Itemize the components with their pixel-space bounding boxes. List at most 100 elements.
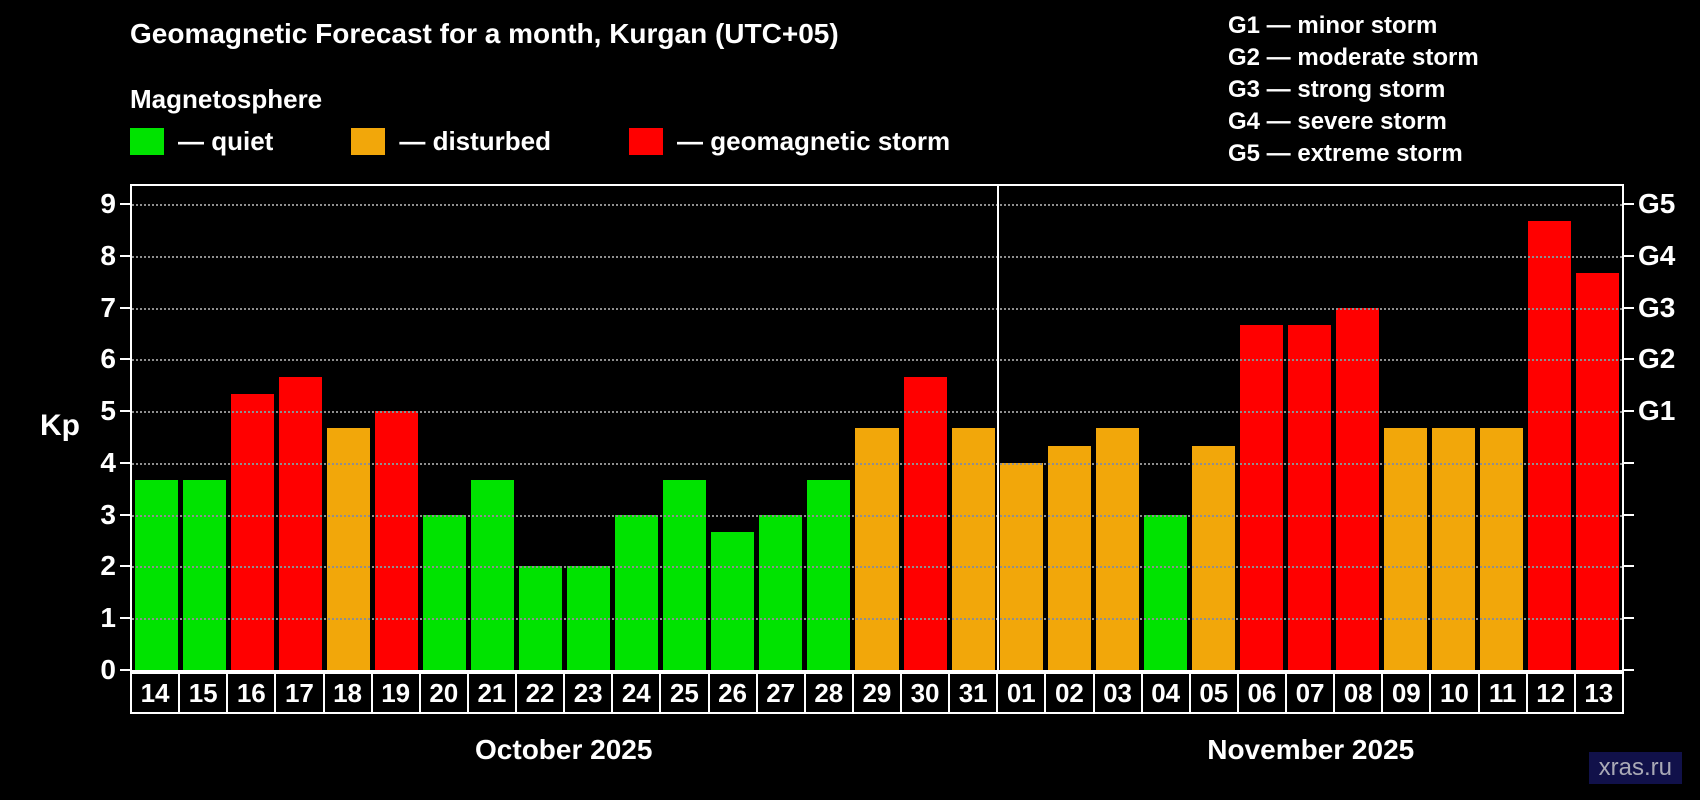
storm-scale-legend: G1 — minor storm G2 — moderate storm G3 — … [1228,10,1479,170]
date-cell: 07 [1285,672,1336,714]
right-tick-8 [1624,254,1634,257]
date-cell: 23 [563,672,614,714]
date-cell: 08 [1333,672,1384,714]
bar-slot-23 [565,186,613,670]
kp-bar [278,376,322,670]
date-cell: 10 [1429,672,1480,714]
kp-bar [1480,428,1524,670]
date-cell: 04 [1140,672,1191,714]
kp-bar [1288,324,1332,670]
right-tick-0 [1624,669,1634,671]
kp-bar [1336,307,1380,670]
bar-slot-04 [1141,186,1189,670]
month-separator-line [997,186,1000,670]
month-labels: October 2025 November 2025 [130,734,1624,766]
date-cell: 24 [611,672,662,714]
left-tick-6 [120,358,130,361]
legend-item-storm: — geomagnetic storm [629,126,950,157]
gridline-7 [132,307,1622,310]
left-tick-1 [120,617,130,620]
bar-slot-07 [1286,186,1334,670]
kp-bar [903,376,947,670]
left-tick-3 [120,513,130,516]
date-cell: 12 [1525,672,1576,714]
kp-bar [134,480,178,670]
right-axis-label-g5: G5 [1638,188,1676,220]
date-axis: 14 15 16 17 18 19 20 21 22 23 24 25 26 27 28 29 30 31 01 02… [130,672,1624,714]
storm-scale-line-g4: G4 — severe storm [1228,108,1447,135]
gridline-1 [132,618,1622,621]
left-tick-0 [120,669,130,671]
bar-slot-31 [949,186,997,670]
bar-slot-16 [228,186,276,670]
legend-item-disturbed: — disturbed [351,126,551,157]
kp-bar [1528,221,1572,670]
legend-label-disturbed: — disturbed [399,126,552,156]
bar-slot-28 [805,186,853,670]
bar-slot-10 [1430,186,1478,670]
y-tick-label-7: 7 [100,291,116,323]
magnetosphere-label: Magnetosphere [130,84,323,114]
gridline-5 [132,411,1622,414]
right-tick-7 [1624,306,1634,309]
date-cell: 21 [466,672,517,714]
date-cell: 16 [226,672,277,714]
gridline-2 [132,566,1622,569]
right-tick-5 [1624,410,1634,413]
bar-slot-03 [1093,186,1141,670]
date-cell: 19 [370,672,421,714]
kp-bar [1095,428,1139,670]
date-cell: 18 [322,672,373,714]
bar-slot-09 [1382,186,1430,670]
gridline-8 [132,255,1622,258]
date-cell: 02 [1044,672,1095,714]
kp-bar [663,480,707,670]
y-tick-label-6: 6 [100,343,116,375]
date-cell: 22 [515,672,566,714]
bars-container [132,186,1622,670]
gridline-4 [132,462,1622,465]
bar-slot-26 [709,186,757,670]
bar-slot-18 [324,186,372,670]
date-cell: 03 [1092,672,1143,714]
kp-bar [1143,514,1187,670]
y-tick-label-4: 4 [100,446,116,478]
kp-bar [807,480,851,670]
date-cell: 11 [1477,672,1528,714]
date-cell: 15 [178,672,229,714]
date-cell: 01 [996,672,1047,714]
quiet-color-swatch [130,128,164,155]
kp-bar [1047,445,1091,670]
kp-bar [759,514,803,670]
y-tick-label-5: 5 [100,395,116,427]
date-cell: 20 [418,672,469,714]
kp-bar [615,514,659,670]
y-tick-label-8: 8 [100,239,116,271]
right-tick-2 [1624,565,1634,568]
bar-slot-20 [420,186,468,670]
left-tick-9 [120,203,130,206]
bar-slot-21 [468,186,516,670]
y-tick-label-0: 0 [100,654,116,685]
page-title: Geomagnetic Forecast for a month, Kurgan… [130,18,839,49]
right-axis-label-g3: G3 [1638,291,1676,323]
date-cell: 14 [130,672,181,714]
kp-bar [374,411,418,670]
bar-slot-22 [517,186,565,670]
bar-slot-12 [1526,186,1574,670]
kp-bar [855,428,899,670]
legend-label-storm: — geomagnetic storm [677,126,951,156]
right-tick-4 [1624,461,1634,464]
bar-slot-15 [180,186,228,670]
bar-slot-14 [132,186,180,670]
bar-slot-11 [1478,186,1526,670]
kp-bar [1576,272,1620,670]
bar-slot-06 [1237,186,1285,670]
bar-slot-24 [613,186,661,670]
disturbed-color-swatch [351,128,386,155]
month-label-october: October 2025 [475,734,653,765]
left-tick-7 [120,306,130,309]
y-axis-label: Kp [40,409,80,442]
y-tick-label-2: 2 [100,550,116,582]
